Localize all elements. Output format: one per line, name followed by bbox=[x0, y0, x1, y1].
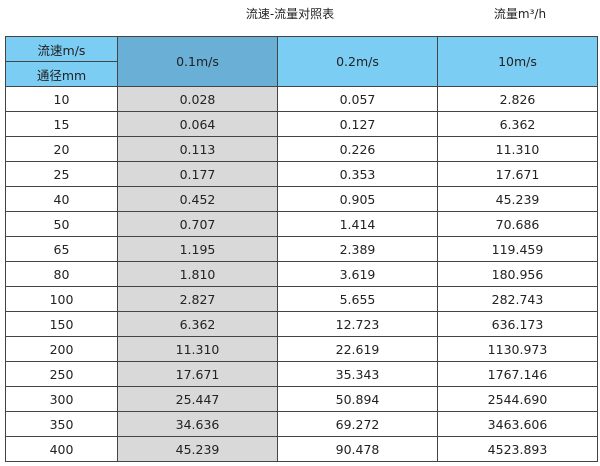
flow-cell: 0.353 bbox=[277, 161, 438, 187]
flow-cell: 17.671 bbox=[117, 361, 278, 387]
flow-cell: 2.389 bbox=[277, 236, 438, 262]
flow-cell: 90.478 bbox=[277, 436, 438, 462]
flow-cell: 5.655 bbox=[277, 286, 438, 312]
flow-cell: 0.226 bbox=[277, 136, 438, 162]
table-row: 200 11.310 22.619 1130.973 bbox=[5, 336, 598, 362]
flow-cell: 50.894 bbox=[277, 386, 438, 412]
flow-cell: 34.636 bbox=[117, 411, 278, 437]
diameter-cell: 350 bbox=[5, 411, 118, 437]
flow-cell: 69.272 bbox=[277, 411, 438, 437]
diameter-cell: 150 bbox=[5, 311, 118, 337]
diameter-cell: 15 bbox=[5, 111, 118, 137]
diameter-cell: 80 bbox=[5, 261, 118, 287]
flow-cell: 22.619 bbox=[277, 336, 438, 362]
column-header: 0.2m/s bbox=[277, 36, 438, 87]
table-title: 流速-流量对照表 bbox=[245, 7, 335, 21]
diameter-cell: 400 bbox=[5, 436, 118, 462]
flow-cell: 0.113 bbox=[117, 136, 278, 162]
flow-cell: 0.028 bbox=[117, 86, 278, 112]
flow-cell: 1.414 bbox=[277, 211, 438, 237]
table-row: 25 0.177 0.353 17.671 bbox=[5, 161, 598, 187]
diameter-cell: 100 bbox=[5, 286, 118, 312]
diameter-cell: 65 bbox=[5, 236, 118, 262]
table-row: 65 1.195 2.389 119.459 bbox=[5, 236, 598, 262]
flow-cell: 0.452 bbox=[117, 186, 278, 212]
diameter-cell: 200 bbox=[5, 336, 118, 362]
flow-cell: 70.686 bbox=[437, 211, 598, 237]
flow-cell: 3.619 bbox=[277, 261, 438, 287]
flow-cell: 282.743 bbox=[437, 286, 598, 312]
flow-cell: 636.173 bbox=[437, 311, 598, 337]
table-row: 150 6.362 12.723 636.173 bbox=[5, 311, 598, 337]
diameter-cell: 300 bbox=[5, 386, 118, 412]
table-row: 300 25.447 50.894 2544.690 bbox=[5, 386, 598, 412]
column-header: 0.1m/s bbox=[117, 36, 278, 87]
flow-cell: 11.310 bbox=[117, 336, 278, 362]
flow-cell: 2.827 bbox=[117, 286, 278, 312]
flow-cell: 1130.973 bbox=[437, 336, 598, 362]
flow-cell: 0.057 bbox=[277, 86, 438, 112]
table-row: 350 34.636 69.272 3463.606 bbox=[5, 411, 598, 437]
flow-cell: 0.127 bbox=[277, 111, 438, 137]
flow-cell: 3463.606 bbox=[437, 411, 598, 437]
diameter-cell: 40 bbox=[5, 186, 118, 212]
table-row: 80 1.810 3.619 180.956 bbox=[5, 261, 598, 287]
diameter-header: 通径mm bbox=[5, 61, 118, 87]
flow-cell: 12.723 bbox=[277, 311, 438, 337]
unit-label: 流量m³/h bbox=[493, 7, 547, 21]
flow-cell: 180.956 bbox=[437, 261, 598, 287]
flow-cell: 45.239 bbox=[437, 186, 598, 212]
flow-cell: 4523.893 bbox=[437, 436, 598, 462]
diameter-cell: 250 bbox=[5, 361, 118, 387]
flow-cell: 45.239 bbox=[117, 436, 278, 462]
flow-cell: 6.362 bbox=[117, 311, 278, 337]
diameter-cell: 10 bbox=[5, 86, 118, 112]
flow-cell: 0.177 bbox=[117, 161, 278, 187]
column-header: 10m/s bbox=[437, 36, 598, 87]
velocity-header: 流速m/s bbox=[5, 36, 118, 62]
flow-cell: 25.447 bbox=[117, 386, 278, 412]
flow-cell: 11.310 bbox=[437, 136, 598, 162]
flow-cell: 1.810 bbox=[117, 261, 278, 287]
diameter-cell: 50 bbox=[5, 211, 118, 237]
flow-cell: 0.905 bbox=[277, 186, 438, 212]
table-row: 50 0.707 1.414 70.686 bbox=[5, 211, 598, 237]
flow-cell: 1.195 bbox=[117, 236, 278, 262]
flow-cell: 17.671 bbox=[437, 161, 598, 187]
flow-cell: 0.064 bbox=[117, 111, 278, 137]
flow-cell: 119.459 bbox=[437, 236, 598, 262]
table-row: 100 2.827 5.655 282.743 bbox=[5, 286, 598, 312]
table-row: 15 0.064 0.127 6.362 bbox=[5, 111, 598, 137]
flow-cell: 2.826 bbox=[437, 86, 598, 112]
table-row: 20 0.113 0.226 11.310 bbox=[5, 136, 598, 162]
flow-cell: 2544.690 bbox=[437, 386, 598, 412]
flow-cell: 0.707 bbox=[117, 211, 278, 237]
flow-cell: 35.343 bbox=[277, 361, 438, 387]
flow-cell: 6.362 bbox=[437, 111, 598, 137]
table-row: 400 45.239 90.478 4523.893 bbox=[5, 436, 598, 462]
table-row: 40 0.452 0.905 45.239 bbox=[5, 186, 598, 212]
diameter-cell: 20 bbox=[5, 136, 118, 162]
diameter-cell: 25 bbox=[5, 161, 118, 187]
flow-cell: 1767.146 bbox=[437, 361, 598, 387]
table-row: 10 0.028 0.057 2.826 bbox=[5, 86, 598, 112]
table-row: 250 17.671 35.343 1767.146 bbox=[5, 361, 598, 387]
flow-table: 流速m/s 0.1m/s 0.2m/s 10m/s 通径mm 10 0.028 0.… bbox=[5, 36, 598, 462]
